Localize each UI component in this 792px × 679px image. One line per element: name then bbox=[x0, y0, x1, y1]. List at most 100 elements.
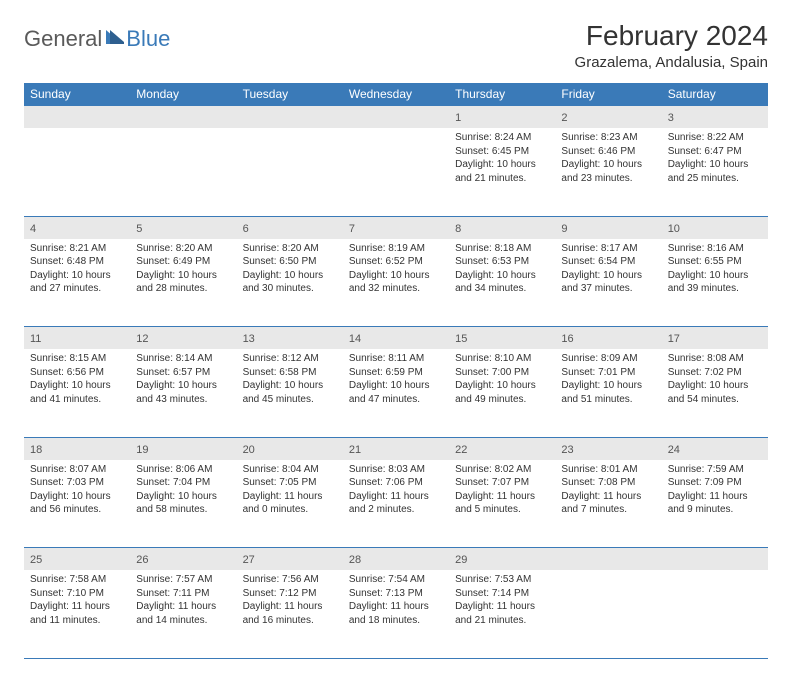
daylight-line1: Daylight: 10 hours bbox=[561, 269, 655, 283]
day-header-sat: Saturday bbox=[662, 83, 768, 106]
sunset-text: Sunset: 7:03 PM bbox=[30, 476, 124, 490]
day-number: 1 bbox=[455, 112, 461, 124]
day-number-cell bbox=[662, 548, 768, 571]
sunset-text: Sunset: 6:52 PM bbox=[349, 255, 443, 269]
sunrise-text: Sunrise: 8:04 AM bbox=[243, 463, 337, 477]
day-number-cell: 18 bbox=[24, 437, 130, 460]
daylight-line1: Daylight: 11 hours bbox=[668, 490, 762, 504]
day-cell bbox=[237, 128, 343, 216]
day-number-cell: 4 bbox=[24, 216, 130, 239]
sunrise-text: Sunrise: 8:17 AM bbox=[561, 242, 655, 256]
day-number: 27 bbox=[243, 554, 255, 566]
sunset-text: Sunset: 6:48 PM bbox=[30, 255, 124, 269]
daylight-line1: Daylight: 10 hours bbox=[30, 490, 124, 504]
day-info: Sunrise: 8:06 AMSunset: 7:04 PMDaylight:… bbox=[136, 463, 230, 517]
day-number-cell: 1 bbox=[449, 106, 555, 129]
day-cell: Sunrise: 8:14 AMSunset: 6:57 PMDaylight:… bbox=[130, 349, 236, 437]
day-number-cell: 5 bbox=[130, 216, 236, 239]
sunrise-text: Sunrise: 8:18 AM bbox=[455, 242, 549, 256]
day-number-cell bbox=[555, 548, 661, 571]
day-number: 2 bbox=[561, 112, 567, 124]
sunset-text: Sunset: 6:50 PM bbox=[243, 255, 337, 269]
day-number-cell: 22 bbox=[449, 437, 555, 460]
day-number: 22 bbox=[455, 444, 467, 456]
day-cell: Sunrise: 8:24 AMSunset: 6:45 PMDaylight:… bbox=[449, 128, 555, 216]
day-cell: Sunrise: 8:23 AMSunset: 6:46 PMDaylight:… bbox=[555, 128, 661, 216]
day-number: 16 bbox=[561, 333, 573, 345]
day-number: 20 bbox=[243, 444, 255, 456]
day-info: Sunrise: 7:56 AMSunset: 7:12 PMDaylight:… bbox=[243, 573, 337, 627]
week-row: Sunrise: 8:21 AMSunset: 6:48 PMDaylight:… bbox=[24, 239, 768, 327]
day-header-fri: Friday bbox=[555, 83, 661, 106]
daylight-line1: Daylight: 11 hours bbox=[561, 490, 655, 504]
calendar-table: Sunday Monday Tuesday Wednesday Thursday… bbox=[24, 83, 768, 659]
day-number: 29 bbox=[455, 554, 467, 566]
day-cell: Sunrise: 8:04 AMSunset: 7:05 PMDaylight:… bbox=[237, 460, 343, 548]
daylight-line2: and 43 minutes. bbox=[136, 393, 230, 407]
day-number: 18 bbox=[30, 444, 42, 456]
daylight-line1: Daylight: 10 hours bbox=[349, 379, 443, 393]
daylight-line2: and 56 minutes. bbox=[30, 503, 124, 517]
daylight-line1: Daylight: 10 hours bbox=[136, 379, 230, 393]
day-number: 25 bbox=[30, 554, 42, 566]
day-cell: Sunrise: 8:19 AMSunset: 6:52 PMDaylight:… bbox=[343, 239, 449, 327]
day-info: Sunrise: 8:20 AMSunset: 6:50 PMDaylight:… bbox=[243, 242, 337, 296]
daylight-line2: and 28 minutes. bbox=[136, 282, 230, 296]
day-number-cell: 27 bbox=[237, 548, 343, 571]
day-cell: Sunrise: 8:01 AMSunset: 7:08 PMDaylight:… bbox=[555, 460, 661, 548]
calendar-body: 1 23 Sunrise: 8:24 AMSunset: 6:45 PMDaylig… bbox=[24, 106, 768, 659]
daylight-line1: Daylight: 10 hours bbox=[30, 379, 124, 393]
day-header-sun: Sunday bbox=[24, 83, 130, 106]
day-number-cell: 16 bbox=[555, 327, 661, 350]
day-number-cell: 20 bbox=[237, 437, 343, 460]
day-number: 19 bbox=[136, 444, 148, 456]
sunset-text: Sunset: 6:57 PM bbox=[136, 366, 230, 380]
day-number-cell: 25 bbox=[24, 548, 130, 571]
daylight-line2: and 30 minutes. bbox=[243, 282, 337, 296]
daylight-line1: Daylight: 10 hours bbox=[561, 158, 655, 172]
daylight-line2: and 16 minutes. bbox=[243, 614, 337, 628]
calendar-page: General Blue February 2024 Grazalema, An… bbox=[0, 0, 792, 679]
sunrise-text: Sunrise: 8:02 AM bbox=[455, 463, 549, 477]
day-cell: Sunrise: 8:10 AMSunset: 7:00 PMDaylight:… bbox=[449, 349, 555, 437]
daylight-line2: and 58 minutes. bbox=[136, 503, 230, 517]
day-cell: Sunrise: 8:22 AMSunset: 6:47 PMDaylight:… bbox=[662, 128, 768, 216]
sunset-text: Sunset: 7:09 PM bbox=[668, 476, 762, 490]
sunset-text: Sunset: 6:56 PM bbox=[30, 366, 124, 380]
day-number-cell: 23 bbox=[555, 437, 661, 460]
day-number-cell: 13 bbox=[237, 327, 343, 350]
day-cell: Sunrise: 8:08 AMSunset: 7:02 PMDaylight:… bbox=[662, 349, 768, 437]
day-cell: Sunrise: 8:20 AMSunset: 6:50 PMDaylight:… bbox=[237, 239, 343, 327]
daylight-line1: Daylight: 11 hours bbox=[243, 600, 337, 614]
sunrise-text: Sunrise: 8:11 AM bbox=[349, 352, 443, 366]
daylight-line1: Daylight: 10 hours bbox=[455, 379, 549, 393]
day-cell: Sunrise: 7:53 AMSunset: 7:14 PMDaylight:… bbox=[449, 570, 555, 658]
day-number-cell: 21 bbox=[343, 437, 449, 460]
day-info: Sunrise: 8:14 AMSunset: 6:57 PMDaylight:… bbox=[136, 352, 230, 406]
daylight-line1: Daylight: 11 hours bbox=[455, 600, 549, 614]
daylight-line2: and 45 minutes. bbox=[243, 393, 337, 407]
sunset-text: Sunset: 6:47 PM bbox=[668, 145, 762, 159]
day-cell: Sunrise: 7:59 AMSunset: 7:09 PMDaylight:… bbox=[662, 460, 768, 548]
daylight-line2: and 14 minutes. bbox=[136, 614, 230, 628]
day-info: Sunrise: 7:59 AMSunset: 7:09 PMDaylight:… bbox=[668, 463, 762, 517]
day-info: Sunrise: 8:07 AMSunset: 7:03 PMDaylight:… bbox=[30, 463, 124, 517]
logo: General Blue bbox=[24, 20, 170, 52]
day-info: Sunrise: 7:53 AMSunset: 7:14 PMDaylight:… bbox=[455, 573, 549, 627]
day-number: 13 bbox=[243, 333, 255, 345]
sunrise-text: Sunrise: 7:57 AM bbox=[136, 573, 230, 587]
daylight-line1: Daylight: 11 hours bbox=[243, 490, 337, 504]
sunset-text: Sunset: 7:00 PM bbox=[455, 366, 549, 380]
sunrise-text: Sunrise: 8:01 AM bbox=[561, 463, 655, 477]
daylight-line1: Daylight: 10 hours bbox=[455, 269, 549, 283]
day-header-mon: Monday bbox=[130, 83, 236, 106]
sunset-text: Sunset: 6:46 PM bbox=[561, 145, 655, 159]
daylight-line1: Daylight: 10 hours bbox=[136, 490, 230, 504]
day-cell: Sunrise: 8:06 AMSunset: 7:04 PMDaylight:… bbox=[130, 460, 236, 548]
day-number-row: 11121314151617 bbox=[24, 327, 768, 350]
daylight-line1: Daylight: 11 hours bbox=[349, 490, 443, 504]
day-cell bbox=[555, 570, 661, 658]
daylight-line1: Daylight: 10 hours bbox=[668, 158, 762, 172]
day-number-cell: 11 bbox=[24, 327, 130, 350]
sunset-text: Sunset: 6:49 PM bbox=[136, 255, 230, 269]
